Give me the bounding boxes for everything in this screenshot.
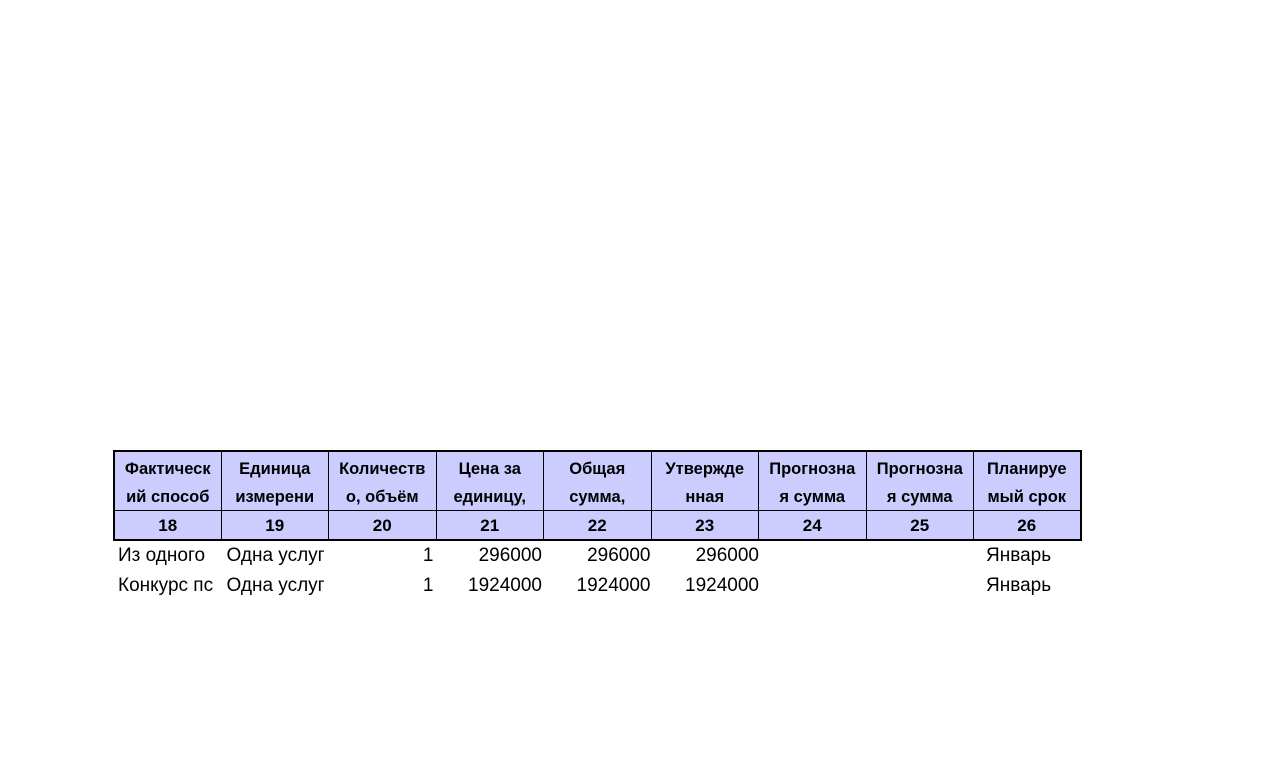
table-cell[interactable]: 1 <box>422 575 434 596</box>
header-text: Фактическ <box>124 460 211 478</box>
header-cell[interactable]: Общая сумма, <box>543 450 652 511</box>
table-cell[interactable]: Январь <box>986 575 1052 596</box>
column-number-cell[interactable]: 26 <box>973 510 1082 541</box>
header-text: мый срок <box>987 488 1067 506</box>
header-text: Количеств <box>339 460 426 478</box>
table-body: Из одного Одна услуг 1 296000 296000 296000 Ян… <box>113 541 1090 601</box>
header-text: Единица <box>239 460 311 478</box>
header-text: Утвержде <box>665 460 745 478</box>
table-cell[interactable]: Конкурс пс <box>118 575 214 596</box>
table-cell[interactable] <box>873 571 982 601</box>
header-text: измерени <box>235 488 315 506</box>
header-cell[interactable]: Утвержде нная <box>650 450 759 511</box>
table-cell[interactable]: Одна услуг <box>226 545 325 566</box>
header-text: Прогнозна <box>876 460 963 478</box>
column-number-cell[interactable]: 21 <box>435 510 544 541</box>
table-cell[interactable]: Из одного <box>118 545 206 566</box>
table-cell[interactable]: 1924000 <box>685 575 759 596</box>
table-cell[interactable] <box>764 571 873 601</box>
table-cell[interactable]: 296000 <box>695 545 759 566</box>
header-cell[interactable]: Единица измерени <box>220 450 329 511</box>
header-cell[interactable]: Прогнозна я сумма <box>758 450 867 511</box>
header-cell[interactable]: Количеств о, объём <box>328 450 437 511</box>
table-cell[interactable]: 1 <box>422 545 434 566</box>
column-number-cell[interactable]: 22 <box>543 510 652 541</box>
table-cell[interactable] <box>873 541 982 571</box>
column-number-cell[interactable]: 25 <box>865 510 974 541</box>
table-row: Конкурс пс Одна услуг 1 1924000 1924000 19240… <box>113 571 1090 601</box>
table-cell[interactable]: Одна услуг <box>226 575 325 596</box>
table-cell[interactable]: Январь <box>986 545 1052 566</box>
header-row: Фактическ ий способ Единица измерени Количес… <box>113 450 1090 511</box>
column-number-cell[interactable]: 23 <box>650 510 759 541</box>
table-cell[interactable]: 296000 <box>478 545 542 566</box>
table-cell[interactable]: 296000 <box>587 545 651 566</box>
table-cell[interactable] <box>764 541 873 571</box>
header-text: о, объём <box>345 488 419 506</box>
header-cell[interactable]: Фактическ ий способ <box>113 450 222 511</box>
header-text: Планируе <box>986 460 1067 478</box>
table-cell[interactable]: 1924000 <box>576 575 651 596</box>
header-text: Общая <box>569 460 626 478</box>
column-number-cell[interactable]: 18 <box>113 510 222 541</box>
header-text: нная <box>685 488 725 506</box>
header-text: единицу, <box>453 488 527 506</box>
header-cell[interactable]: Планируе мый срок <box>973 450 1082 511</box>
header-text: я сумма <box>779 488 846 506</box>
header-text: Прогнозна <box>769 460 856 478</box>
header-text: я сумма <box>886 488 953 506</box>
header-text: сумма, <box>569 488 626 506</box>
header-text: ий способ <box>126 488 210 506</box>
header-text: Цена за <box>458 460 521 478</box>
column-number-cell[interactable]: 20 <box>328 510 437 541</box>
header-cell[interactable]: Цена за единицу, <box>435 450 544 511</box>
spreadsheet-table: Фактическ ий способ Единица измерени Количес… <box>113 450 1090 601</box>
header-cell[interactable]: Прогнозна я сумма <box>865 450 974 511</box>
column-number-cell[interactable]: 19 <box>220 510 329 541</box>
table-row: Из одного Одна услуг 1 296000 296000 296000 Ян… <box>113 541 1090 571</box>
column-number-cell[interactable]: 24 <box>758 510 867 541</box>
column-number-row: 18 19 20 21 22 23 24 25 26 <box>113 510 1090 541</box>
table-cell[interactable]: 1924000 <box>468 575 542 596</box>
